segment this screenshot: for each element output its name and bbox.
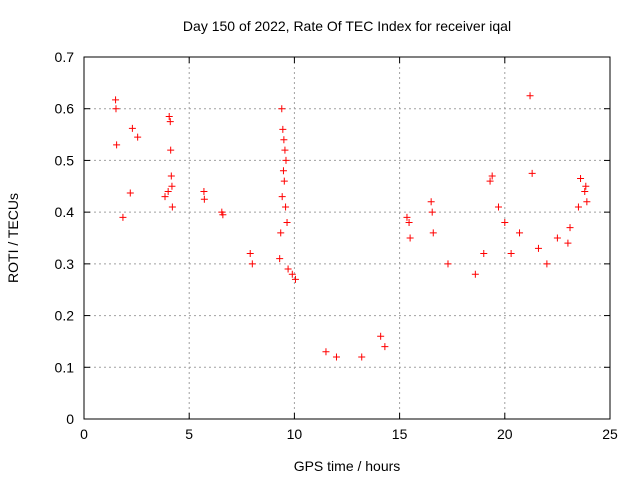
data-point <box>161 193 169 201</box>
data-point <box>288 270 296 278</box>
data-point <box>282 203 290 211</box>
data-point <box>322 348 330 356</box>
data-point <box>526 92 534 100</box>
data-point <box>278 105 286 113</box>
data-point <box>494 203 502 211</box>
data-point <box>582 182 590 190</box>
data-point <box>332 353 340 361</box>
y-tick-label: 0.3 <box>55 256 75 272</box>
y-tick-label: 0 <box>66 411 74 427</box>
data-point <box>403 213 411 221</box>
data-point <box>427 198 435 206</box>
data-point <box>488 172 496 180</box>
data-point <box>200 187 208 195</box>
data-point <box>507 250 515 258</box>
data-point <box>164 187 172 195</box>
y-tick-label: 0.6 <box>55 101 75 117</box>
x-tick-label: 10 <box>287 426 303 442</box>
data-point <box>280 177 288 185</box>
data-point <box>200 195 208 203</box>
data-point <box>577 175 585 183</box>
x-tick-label: 20 <box>497 426 513 442</box>
data-point <box>119 213 127 221</box>
data-point <box>283 218 291 226</box>
x-axis-label: GPS time / hours <box>294 458 401 474</box>
x-tick-label: 25 <box>602 426 618 442</box>
y-tick-label: 0.7 <box>55 49 75 65</box>
data-point <box>583 198 591 206</box>
data-point <box>112 96 120 104</box>
data-point <box>358 353 366 361</box>
axes: 0 5 10 15 20 25 0 0.1 0.2 0.3 0.4 0.5 0.6 0.7 <box>55 49 618 442</box>
data-point <box>528 169 536 177</box>
data-point <box>534 244 542 252</box>
data-point <box>471 270 479 278</box>
data-point <box>279 125 287 133</box>
x-tick-label: 5 <box>185 426 193 442</box>
data-point <box>516 229 524 237</box>
data-point <box>381 343 389 351</box>
data-point <box>281 146 289 154</box>
data-points <box>112 92 591 361</box>
data-point <box>377 332 385 340</box>
data-point <box>282 156 290 164</box>
data-point <box>165 112 173 120</box>
data-point <box>501 218 509 226</box>
data-point <box>480 250 488 258</box>
data-point <box>280 136 288 144</box>
x-tick-label: 15 <box>392 426 408 442</box>
data-point <box>284 265 292 273</box>
data-point <box>553 234 561 242</box>
data-point <box>291 275 299 283</box>
data-point <box>113 141 121 149</box>
chart-title: Day 150 of 2022, Rate Of TEC Index for r… <box>183 18 511 34</box>
data-point <box>166 118 174 126</box>
data-point <box>279 167 287 175</box>
data-point <box>168 203 176 211</box>
data-point <box>444 260 452 268</box>
data-point <box>574 203 582 211</box>
data-point <box>167 146 175 154</box>
data-point <box>581 187 589 195</box>
y-axis-label: ROTI / TECUs <box>5 193 21 283</box>
data-point <box>128 124 136 132</box>
data-point <box>406 234 414 242</box>
data-point <box>566 224 574 232</box>
x-tick-label: 0 <box>80 426 88 442</box>
data-point <box>219 211 227 219</box>
data-point <box>168 182 176 190</box>
plot-frame <box>83 56 611 420</box>
data-point <box>276 255 284 263</box>
data-point <box>246 250 254 258</box>
data-point <box>486 177 494 185</box>
data-point <box>429 229 437 237</box>
data-point <box>405 218 413 226</box>
data-point <box>428 208 436 216</box>
data-point <box>543 260 551 268</box>
data-point <box>112 105 120 113</box>
y-tick-label: 0.2 <box>55 308 75 324</box>
data-point <box>134 133 142 141</box>
data-point <box>167 172 175 180</box>
y-tick-label: 0.4 <box>55 204 75 220</box>
data-point <box>564 239 572 247</box>
y-tick-label: 0.1 <box>55 359 75 375</box>
grid-lines <box>84 57 610 419</box>
data-point <box>277 229 285 237</box>
data-point <box>126 189 134 197</box>
y-tick-label: 0.5 <box>55 152 75 168</box>
data-point <box>248 260 256 268</box>
data-point <box>278 193 286 201</box>
